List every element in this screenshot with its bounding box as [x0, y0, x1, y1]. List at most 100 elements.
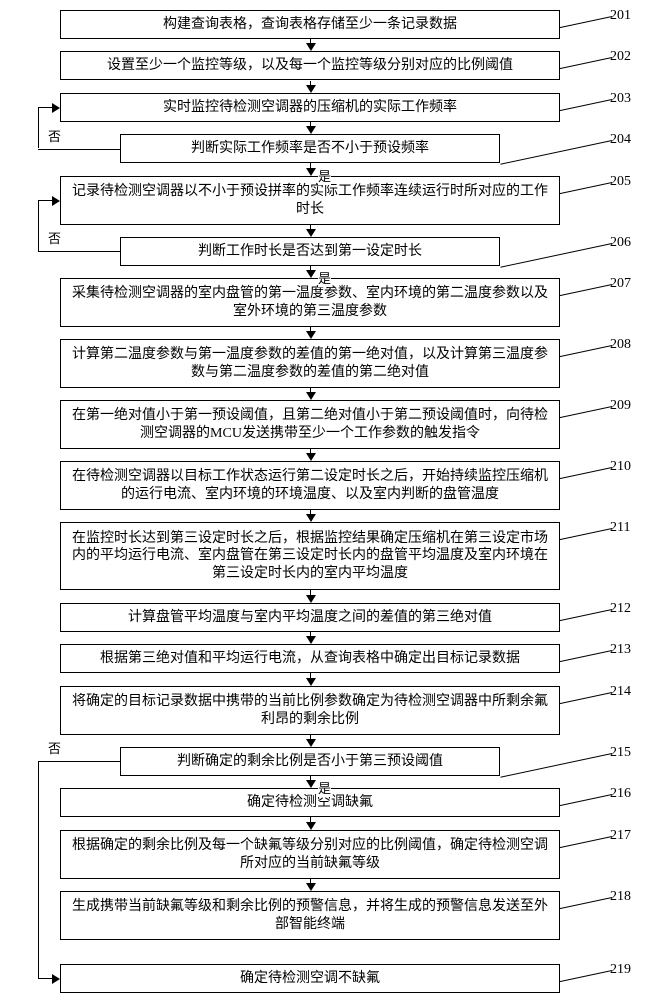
num-connector [500, 243, 612, 268]
num-connector [559, 406, 612, 418]
step-box-210: 在待检测空调器以目标工作状态运行第二设定时长之后，开始持续监控压缩机的运行电流、… [60, 461, 560, 510]
step-text: 判断工作时长是否达到第一设定时长 [198, 243, 422, 261]
step-box-202: 设置至少一个监控等级，以及每一个监控等级分别对应的比例阈值 [60, 51, 560, 80]
arrow-right-icon [52, 196, 60, 206]
step-number-203: 203 [610, 91, 631, 107]
step-box-212: 计算盘管平均温度与室内平均温度之间的差值的第三绝对值 [60, 603, 560, 632]
step-number-207: 207 [610, 276, 631, 292]
label-no: 否 [48, 228, 61, 247]
no-branch-vline [38, 761, 39, 978]
arrow-down-icon [306, 595, 316, 603]
step-number-202: 202 [610, 49, 631, 65]
num-connector [559, 970, 612, 982]
step-box-208: 计算第二温度参数与第一温度参数的差值的第一绝对值，以及计算第三温度参数与第二温度… [60, 339, 560, 388]
step-number-204: 204 [610, 132, 631, 148]
arrow-down-icon [306, 85, 316, 93]
step-box-201: 构建查询表格，查询表格存储至少一条记录数据 [60, 10, 560, 39]
step-number-218: 218 [610, 889, 631, 905]
label-yes: 是 [318, 166, 331, 185]
step-text: 根据第三绝对值和平均运行电流，从查询表格中确定出目标记录数据 [100, 650, 520, 668]
step-number-211: 211 [610, 520, 630, 536]
step-box-211: 在监控时长达到第三设定时长之后，根据监控结果确定压缩机在第三设定市场内的平均运行… [60, 522, 560, 590]
num-connector [559, 897, 612, 909]
step-box-209: 在第一绝对值小于第一预设阈值，且第二绝对值小于第二预设阈值时，向待检测空调器的M… [60, 400, 560, 449]
label-yes: 是 [318, 268, 331, 287]
step-number-208: 208 [610, 337, 631, 353]
step-text: 将确定的目标记录数据中携带的当前比例参数确定为待检测空调器中所剩余氟利昂的剩余比… [67, 693, 553, 728]
num-connector [559, 57, 612, 69]
step-text: 采集待检测空调器的室内盘管的第一温度参数、室内环境的第二温度参数以及室外环境的第… [67, 285, 553, 320]
step-text: 实时监控待检测空调器的压缩机的实际工作频率 [163, 99, 457, 117]
num-connector [559, 345, 612, 357]
num-connector [559, 609, 612, 621]
num-connector [559, 794, 612, 806]
step-box-207: 采集待检测空调器的室内盘管的第一温度参数、室内环境的第二温度参数以及室外环境的第… [60, 278, 560, 327]
arrow-down-icon [306, 126, 316, 134]
step-number-210: 210 [610, 459, 631, 475]
arrow-down-icon [306, 168, 316, 176]
arrow-down-icon [306, 883, 316, 891]
label-no: 否 [48, 738, 61, 757]
arrow-down-icon [306, 229, 316, 237]
step-box-216: 确定待检测空调缺氟 [60, 788, 560, 817]
step-text: 构建查询表格，查询表格存储至少一条记录数据 [163, 16, 457, 34]
num-connector [559, 836, 612, 848]
step-box-204: 判断实际工作频率是否不小于预设频率 [120, 134, 500, 163]
step-text: 在待检测空调器以目标工作状态运行第二设定时长之后，开始持续监控压缩机的运行电流、… [67, 468, 553, 503]
arrow-down-icon [306, 636, 316, 644]
step-number-215: 215 [610, 745, 631, 761]
step-number-219: 219 [610, 962, 631, 978]
step-number-217: 217 [610, 828, 631, 844]
arrow-down-icon [306, 331, 316, 339]
arrow-down-icon [306, 678, 316, 686]
step-number-201: 201 [610, 8, 631, 24]
num-connector [559, 650, 612, 662]
step-text: 判断实际工作频率是否不小于预设频率 [191, 140, 429, 158]
label-yes: 是 [318, 778, 331, 797]
step-text: 记录待检测空调器以不小于预设拼率的实际工作频率连续运行时所对应的工作时长 [67, 183, 553, 218]
step-number-206: 206 [610, 235, 631, 251]
step-text: 计算第二温度参数与第一温度参数的差值的第一绝对值，以及计算第三温度参数与第二温度… [67, 346, 553, 381]
step-number-205: 205 [610, 174, 631, 190]
step-number-209: 209 [610, 398, 631, 414]
step-text: 在监控时长达到第三设定时长之后，根据监控结果确定压缩机在第三设定市场内的平均运行… [67, 530, 553, 583]
step-box-205: 记录待检测空调器以不小于预设拼率的实际工作频率连续运行时所对应的工作时长 [60, 176, 560, 225]
arrow-down-icon [306, 514, 316, 522]
no-branch-vline [38, 200, 39, 251]
step-box-203: 实时监控待检测空调器的压缩机的实际工作频率 [60, 93, 560, 122]
num-connector [559, 467, 612, 479]
step-box-214: 将确定的目标记录数据中携带的当前比例参数确定为待检测空调器中所剩余氟利昂的剩余比… [60, 686, 560, 735]
arrow-down-icon [306, 822, 316, 830]
step-text: 在第一绝对值小于第一预设阈值，且第二绝对值小于第二预设阈值时，向待检测空调器的M… [67, 407, 553, 442]
step-text: 确定待检测空调不缺氟 [240, 970, 380, 988]
num-connector [559, 99, 612, 111]
arrow-down-icon [306, 453, 316, 461]
num-connector [559, 692, 612, 704]
num-connector [500, 140, 612, 165]
step-box-215: 判断确定的剩余比例是否小于第三预设阈值 [120, 747, 500, 776]
step-text: 生成携带当前缺氟等级和剩余比例的预警信息，并将生成的预警信息发送至外部智能终端 [67, 898, 553, 933]
arrow-down-icon [306, 780, 316, 788]
step-text: 确定待检测空调缺氟 [247, 794, 373, 812]
step-box-213: 根据第三绝对值和平均运行电流，从查询表格中确定出目标记录数据 [60, 644, 560, 673]
step-number-216: 216 [610, 786, 631, 802]
num-connector [559, 182, 612, 194]
no-branch-hline [38, 251, 120, 252]
no-branch-hline [38, 761, 120, 762]
no-branch-hline [38, 149, 120, 150]
flowchart-container: 构建查询表格，查询表格存储至少一条记录数据 201 设置至少一个监控等级，以及每一个… [0, 0, 660, 1000]
step-number-213: 213 [610, 642, 631, 658]
label-no: 否 [48, 126, 61, 145]
step-text: 判断确定的剩余比例是否小于第三预设阈值 [177, 753, 443, 771]
num-connector [500, 753, 612, 778]
step-text: 设置至少一个监控等级，以及每一个监控等级分别对应的比例阈值 [107, 57, 513, 75]
arrow-right-icon [52, 103, 60, 113]
step-box-219: 确定待检测空调不缺氟 [60, 964, 560, 993]
step-box-206: 判断工作时长是否达到第一设定时长 [120, 237, 500, 266]
num-connector [559, 284, 612, 296]
step-number-214: 214 [610, 684, 631, 700]
num-connector [559, 528, 612, 540]
num-connector [559, 16, 612, 28]
step-text: 计算盘管平均温度与室内平均温度之间的差值的第三绝对值 [128, 609, 492, 627]
step-number-212: 212 [610, 601, 631, 617]
